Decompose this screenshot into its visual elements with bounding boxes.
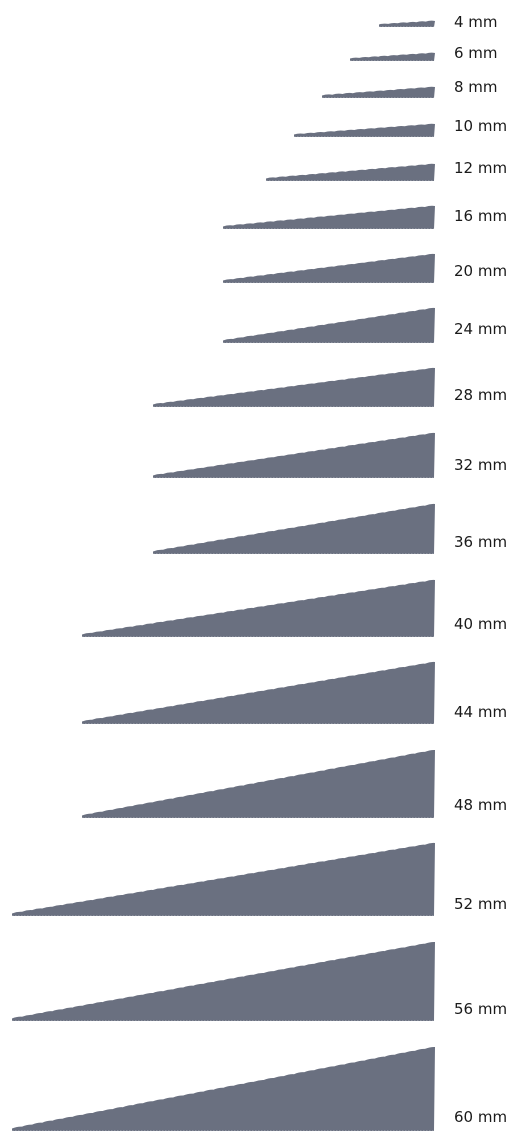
wedge — [82, 749, 435, 818]
wedge-shape — [322, 86, 435, 98]
wedge-shape — [12, 1046, 435, 1131]
wedge-shape — [12, 842, 435, 916]
wedge-size-label: 20 mm — [454, 262, 508, 280]
wedge — [153, 503, 435, 554]
wedge — [12, 1046, 435, 1131]
wedge — [322, 86, 435, 98]
wedge-size-label: 28 mm — [454, 386, 508, 404]
wedge-size-label: 36 mm — [454, 533, 508, 551]
wedge-shape — [223, 205, 435, 229]
wedge-size-label: 48 mm — [454, 796, 508, 814]
wedge-size-label: 32 mm — [454, 456, 508, 474]
wedge — [223, 253, 435, 283]
wedge-shape — [294, 123, 435, 137]
wedge-size-label: 12 mm — [454, 159, 508, 177]
wedge-shape — [350, 52, 435, 61]
wedge-size-label: 6 mm — [454, 44, 498, 62]
wedge-shape — [266, 163, 435, 181]
wedge — [379, 20, 435, 27]
wedge — [350, 52, 435, 61]
wedge-shape — [153, 503, 435, 554]
wedge-shape — [223, 253, 435, 283]
wedge — [82, 661, 435, 724]
wedge-shape — [12, 941, 435, 1021]
wedge-shape — [82, 661, 435, 724]
wedge-shape — [82, 749, 435, 818]
wedge — [223, 307, 435, 343]
wedge-size-label: 8 mm — [454, 78, 498, 96]
wedge-shape — [153, 367, 435, 407]
wedge — [294, 123, 435, 137]
wedge-size-label: 60 mm — [454, 1108, 508, 1126]
wedge — [12, 842, 435, 916]
wedge — [153, 367, 435, 407]
wedge — [82, 579, 435, 637]
wedge-size-label: 24 mm — [454, 320, 508, 338]
wedge-size-label: 40 mm — [454, 615, 508, 633]
wedge-shape — [223, 307, 435, 343]
wedge — [12, 941, 435, 1021]
wedge-size-label: 16 mm — [454, 207, 508, 225]
wedge-shape — [82, 579, 435, 637]
wedge — [153, 432, 435, 478]
wedge — [266, 163, 435, 181]
wedge-size-label: 10 mm — [454, 117, 508, 135]
wedge-size-label: 44 mm — [454, 703, 508, 721]
wedge-size-label: 56 mm — [454, 1000, 508, 1018]
wedge — [223, 205, 435, 229]
wedge-size-label: 52 mm — [454, 895, 508, 913]
wedge-shape — [153, 432, 435, 478]
wedge-shape — [379, 20, 435, 27]
wedge-size-label: 4 mm — [454, 13, 498, 31]
